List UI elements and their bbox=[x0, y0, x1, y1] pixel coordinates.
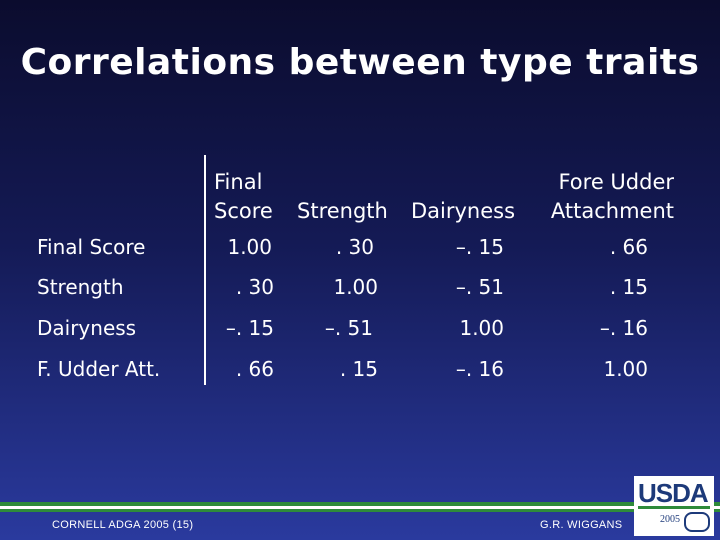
footer-stripe-white bbox=[0, 506, 720, 509]
table-cell: –. 51 bbox=[324, 316, 373, 340]
col-header-line2: Dairyness bbox=[411, 199, 516, 223]
col-header-line2: Attachment bbox=[550, 199, 674, 223]
footer-stripe-green bbox=[0, 502, 720, 506]
table-cell: . 30 bbox=[235, 275, 274, 299]
table-cell: –. 51 bbox=[455, 275, 504, 299]
table-cell: . 15 bbox=[609, 275, 648, 299]
slide-title: Correlations between type traits bbox=[20, 42, 700, 83]
col-header-strength: Strength bbox=[297, 168, 388, 226]
footer-stripe-green-lower bbox=[0, 509, 720, 512]
col-header-dairyness: Dairyness bbox=[411, 168, 515, 226]
usda-logo-year: 2005 bbox=[660, 514, 680, 525]
col-header-line1: Final bbox=[214, 170, 263, 194]
usda-logo-text: USDA bbox=[638, 478, 709, 508]
col-header-line1 bbox=[297, 168, 388, 197]
table-cell: 1.00 bbox=[459, 316, 504, 340]
row-label-dairyness: Dairyness bbox=[37, 316, 137, 340]
table-cell: 1.00 bbox=[333, 275, 378, 299]
table-cell: –. 15 bbox=[225, 316, 274, 340]
table-cell: –. 16 bbox=[455, 357, 504, 381]
table-cell: . 66 bbox=[609, 235, 648, 259]
aips-emblem-icon bbox=[684, 512, 710, 532]
footer-source: CORNELL ADGA 2005 (15) bbox=[52, 519, 194, 531]
col-header-line1: Fore Udder bbox=[558, 170, 674, 194]
col-header-final-score: Final Score bbox=[214, 168, 273, 226]
table-divider-line bbox=[204, 155, 206, 385]
row-label-final-score: Final Score bbox=[37, 235, 146, 259]
table-cell: . 66 bbox=[235, 357, 274, 381]
table-cell: 1.00 bbox=[227, 235, 272, 259]
usda-logo-field-line bbox=[638, 506, 710, 509]
table-cell: . 15 bbox=[339, 357, 378, 381]
col-header-fore-udder: Fore Udder Attachment bbox=[540, 168, 674, 226]
footer-author: G.R. WIGGANS bbox=[540, 519, 623, 531]
row-label-fore-udder: F. Udder Att. bbox=[37, 357, 161, 381]
table-cell: –. 15 bbox=[455, 235, 504, 259]
table-cell: 1.00 bbox=[603, 357, 648, 381]
table-cell: . 30 bbox=[335, 235, 374, 259]
col-header-line1 bbox=[411, 168, 515, 197]
table-cell: –. 16 bbox=[599, 316, 648, 340]
usda-logo: USDA 2005 bbox=[634, 476, 714, 536]
col-header-line2: Score bbox=[214, 199, 273, 223]
col-header-line2: Strength bbox=[297, 199, 388, 223]
row-label-strength: Strength bbox=[37, 275, 124, 299]
